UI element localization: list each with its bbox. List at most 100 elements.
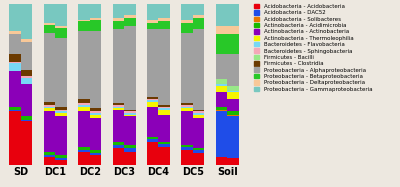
Bar xyxy=(193,148,204,150)
Bar xyxy=(181,103,193,105)
Bar xyxy=(158,105,170,107)
Bar xyxy=(55,155,67,158)
Bar xyxy=(227,158,239,165)
Bar xyxy=(21,70,32,76)
Bar xyxy=(158,4,170,18)
Bar xyxy=(55,26,67,28)
Bar xyxy=(90,115,101,118)
Bar xyxy=(44,105,55,107)
Bar xyxy=(90,150,101,153)
Bar xyxy=(90,18,101,20)
Bar xyxy=(158,108,170,110)
Bar xyxy=(90,111,101,113)
Bar xyxy=(181,108,193,111)
Bar xyxy=(55,113,67,116)
Bar xyxy=(147,102,158,107)
Bar xyxy=(227,34,239,54)
Bar xyxy=(10,62,21,63)
Bar xyxy=(181,150,193,165)
Bar xyxy=(147,97,158,99)
Bar xyxy=(112,110,124,142)
Bar xyxy=(193,18,204,30)
Bar xyxy=(227,99,239,111)
Bar xyxy=(21,78,32,84)
Bar xyxy=(181,145,193,147)
Bar xyxy=(124,152,136,165)
Bar xyxy=(227,4,239,26)
Bar xyxy=(78,103,90,105)
Bar xyxy=(181,105,193,107)
Bar xyxy=(193,30,204,110)
Bar xyxy=(10,63,21,71)
Bar xyxy=(158,142,170,144)
Bar xyxy=(112,142,124,145)
Bar xyxy=(227,54,239,86)
Bar xyxy=(90,108,101,111)
Bar xyxy=(90,153,101,155)
Bar xyxy=(44,25,55,33)
Bar xyxy=(78,105,90,107)
Bar xyxy=(55,28,67,38)
Bar xyxy=(227,86,239,91)
Bar xyxy=(90,118,101,150)
Bar xyxy=(124,4,136,15)
Bar xyxy=(216,34,227,54)
Legend: Acidobacteria - Acidobacteria, Acidobacteria - DAC52, Acidobacteria - Solibacter: Acidobacteria - Acidobacteria, Acidobact… xyxy=(253,3,373,92)
Bar xyxy=(158,144,170,147)
Bar xyxy=(181,147,193,150)
Bar xyxy=(112,105,124,107)
Bar xyxy=(112,148,124,165)
Bar xyxy=(216,54,227,79)
Bar xyxy=(147,100,158,102)
Bar xyxy=(216,26,227,34)
Bar xyxy=(181,20,193,23)
Bar xyxy=(44,152,55,155)
Bar xyxy=(112,22,124,30)
Bar xyxy=(21,39,32,42)
Bar xyxy=(44,111,55,152)
Bar xyxy=(227,26,239,34)
Bar xyxy=(78,150,90,152)
Bar xyxy=(44,157,55,165)
Bar xyxy=(124,145,136,148)
Bar xyxy=(112,107,124,108)
Bar xyxy=(10,107,21,110)
Bar xyxy=(227,116,239,158)
Bar xyxy=(147,139,158,142)
Bar xyxy=(147,4,158,20)
Bar xyxy=(193,111,204,113)
Bar xyxy=(78,22,90,31)
Bar xyxy=(181,4,193,20)
Bar xyxy=(181,111,193,145)
Bar xyxy=(55,4,67,26)
Bar xyxy=(216,84,227,86)
Bar xyxy=(193,153,204,165)
Bar xyxy=(10,4,21,31)
Bar xyxy=(147,107,158,137)
Bar xyxy=(124,111,136,113)
Bar xyxy=(193,113,204,115)
Bar xyxy=(112,103,124,105)
Bar xyxy=(112,18,124,22)
Bar xyxy=(181,23,193,33)
Bar xyxy=(181,107,193,108)
Bar xyxy=(44,33,55,102)
Bar xyxy=(158,115,170,142)
Bar xyxy=(90,4,101,18)
Bar xyxy=(158,22,170,30)
Bar xyxy=(44,23,55,25)
Bar xyxy=(216,110,227,111)
Bar xyxy=(78,20,90,22)
Bar xyxy=(216,157,227,165)
Bar xyxy=(216,111,227,157)
Bar xyxy=(158,147,170,165)
Bar xyxy=(10,31,21,34)
Bar xyxy=(21,4,32,39)
Bar xyxy=(227,91,239,92)
Bar xyxy=(147,30,158,97)
Bar xyxy=(227,115,239,116)
Bar xyxy=(124,110,136,111)
Bar xyxy=(78,147,90,150)
Bar xyxy=(147,142,158,165)
Bar xyxy=(147,137,158,139)
